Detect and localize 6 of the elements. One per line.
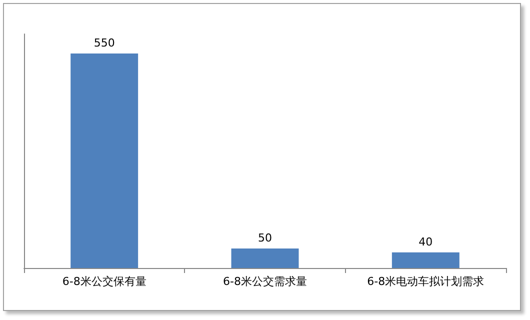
- x-tick-label: 6-8米电动车拟计划需求: [367, 275, 484, 288]
- data-label: 550: [94, 36, 115, 50]
- x-tick-label: 6-8米公交需求量: [223, 275, 307, 288]
- x-tick-label: 6-8米公交保有量: [62, 275, 146, 288]
- data-label: 40: [418, 235, 433, 248]
- data-label: 50: [258, 232, 272, 244]
